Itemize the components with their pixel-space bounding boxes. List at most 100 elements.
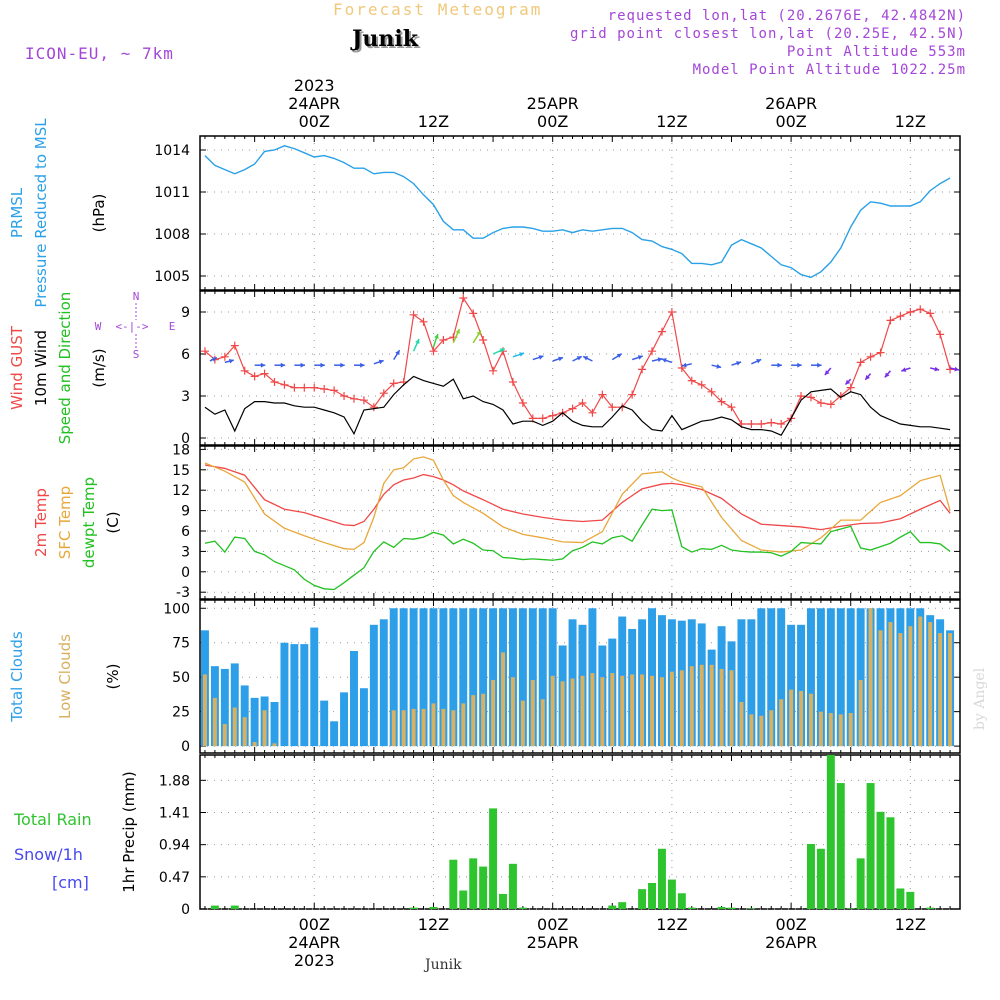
gust-point <box>757 420 766 428</box>
wind-arrow-head <box>538 355 544 360</box>
gust-point <box>280 380 289 389</box>
low-cloud-bar <box>421 708 426 747</box>
model-label: ICON-EU, ~ 7km <box>25 44 174 63</box>
low-cloud-bar <box>868 608 873 747</box>
low-cloud-bar <box>719 668 724 747</box>
ytick-label-temperature: 15 <box>172 463 190 479</box>
low-cloud-bar <box>580 675 585 747</box>
low-cloud-bar <box>789 689 794 747</box>
wind-arrow-head <box>756 359 762 364</box>
ytick-label-temperature: -3 <box>176 585 190 601</box>
low-cloud-bar <box>510 677 515 747</box>
gust-point <box>866 352 875 361</box>
gust-point <box>409 310 418 319</box>
total-cloud-bar <box>757 608 766 747</box>
gust-point <box>489 366 498 375</box>
low-cloud-bar <box>838 714 843 747</box>
gust-point <box>638 365 647 374</box>
low-cloud-bar <box>451 710 456 747</box>
gust-point <box>648 347 657 356</box>
ylabel-wind: (m/s) <box>90 348 108 387</box>
rain-bar <box>469 858 478 909</box>
total-cloud-bar <box>449 608 458 747</box>
ytick-label-precipitation: 0 <box>181 902 190 918</box>
wind-arrow-head <box>736 361 742 366</box>
gust-point <box>846 383 855 392</box>
total-cloud-bar <box>330 721 339 747</box>
low-cloud-bar <box>640 674 645 747</box>
gust-point <box>806 393 815 402</box>
rain-bar <box>508 863 517 909</box>
low-cloud-bar <box>779 699 784 747</box>
rain-bar <box>727 907 736 909</box>
legend-snow: Snow/1h <box>14 845 83 864</box>
gust-point <box>697 380 706 389</box>
gust-point <box>230 341 239 350</box>
gust-point <box>926 309 935 318</box>
top-time-label: 00Z <box>299 112 330 131</box>
total-cloud-bar <box>469 608 478 747</box>
wind-arrow-head <box>360 362 365 368</box>
low-cloud-bar <box>669 671 674 747</box>
gust-point <box>538 414 547 423</box>
total-cloud-bar <box>359 688 368 747</box>
low-cloud-bar <box>709 664 714 747</box>
low-cloud-bar <box>590 673 595 747</box>
total-cloud-bar <box>220 668 229 747</box>
gust-point <box>896 312 905 321</box>
wind-arrow-head <box>519 352 525 357</box>
low-cloud-bar <box>759 715 764 747</box>
temp-line-2 <box>204 508 951 591</box>
ytick-label-pressure: 1005 <box>154 269 190 285</box>
low-cloud-bar <box>481 693 486 747</box>
rain-bar <box>687 907 696 909</box>
gust-point <box>578 399 587 407</box>
gust-point <box>419 317 428 326</box>
low-cloud-bar <box>212 697 217 747</box>
total-cloud-bar <box>409 608 418 747</box>
low-cloud-bar <box>729 670 734 747</box>
gust-point <box>349 394 358 403</box>
total-cloud-bar <box>737 619 746 747</box>
wind-arrow-head <box>657 357 663 362</box>
temp-line-1 <box>204 456 951 553</box>
gust-point <box>747 420 756 428</box>
gust-point <box>200 347 209 356</box>
ytick-label-wind: 6 <box>181 347 190 363</box>
wind-arrow-head <box>476 330 481 336</box>
compass-s: S <box>133 348 140 361</box>
wind-arrow-head <box>576 356 582 361</box>
ytick-label-temperature: 12 <box>172 483 190 499</box>
low-cloud-bar <box>461 703 466 747</box>
wind-arrow-head <box>865 374 870 380</box>
panel-frame-temperature <box>199 445 961 600</box>
gust-point <box>588 408 597 417</box>
low-cloud-bar <box>689 666 694 747</box>
ylabel-temperature: SFC Temp <box>56 486 74 559</box>
total-cloud-bar <box>747 619 756 747</box>
rain-bar <box>210 905 219 909</box>
gust-point <box>707 387 716 396</box>
ytick-label-pressure: 1011 <box>154 185 190 201</box>
requested-coords: requested lon,lat (20.2676E, 42.4842N) <box>607 8 966 24</box>
rain-bar <box>807 843 815 909</box>
wind-arrow-head <box>901 367 907 372</box>
wind-arrow-head <box>499 348 505 353</box>
rain-bar <box>876 811 885 909</box>
rain-bar <box>846 908 855 909</box>
gust-point <box>906 308 915 316</box>
bottom-time-label: 25APR <box>527 933 579 952</box>
low-cloud-bar <box>739 702 744 747</box>
low-cloud-bar <box>520 700 525 747</box>
top-time-label: 12Z <box>656 112 687 131</box>
gust-line <box>204 296 951 425</box>
ylabel-pressure: PRMSL <box>8 187 26 238</box>
total-cloud-bar <box>300 644 309 747</box>
gust-point <box>330 386 339 395</box>
total-cloud-bar <box>240 685 249 747</box>
wind-arrow-head <box>260 362 266 368</box>
bottom-time-label: 2023 <box>294 951 335 970</box>
low-cloud-bar <box>501 652 505 747</box>
rain-bar <box>896 888 905 909</box>
wind-arrow-head <box>777 362 782 368</box>
